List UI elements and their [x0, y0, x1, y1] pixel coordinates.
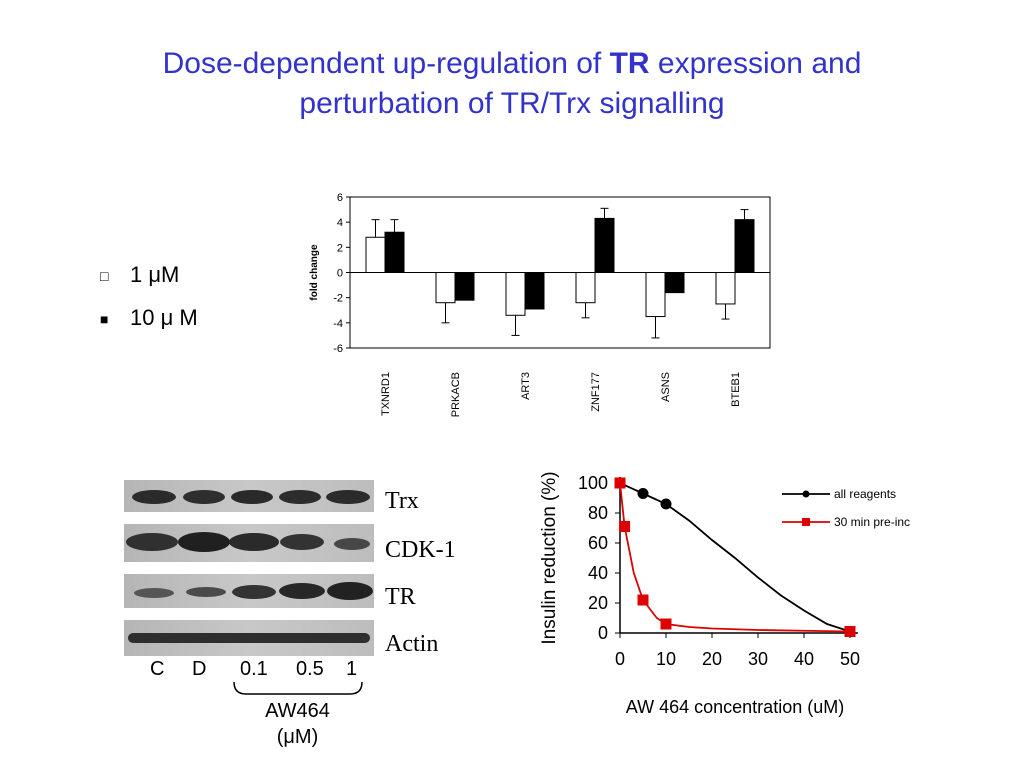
lane-label: D: [192, 658, 207, 680]
legend-marker: [802, 518, 810, 526]
y-tick-label: 80: [588, 503, 608, 523]
bar: [435, 272, 456, 304]
y-tick-label: 2: [337, 242, 343, 254]
legend-item-1um: □ 1 μM: [100, 262, 179, 288]
bar: [734, 219, 755, 273]
bar: [365, 236, 386, 273]
data-point: [844, 626, 856, 637]
data-point: [660, 498, 672, 510]
aw464-label: AW464: [265, 700, 330, 722]
x-axis-label: AW 464 concentration (uM): [626, 697, 844, 717]
y-tick-label: 40: [588, 563, 608, 583]
title-text-a: Dose-dependent up-regulation of: [162, 47, 610, 80]
y-tick-label: -4: [333, 318, 343, 330]
y-axis-label: Insulin reduction (%): [539, 471, 560, 644]
legend-marker: [802, 490, 810, 498]
x-tick-label: 50: [840, 649, 860, 669]
bar: [505, 272, 526, 316]
blot-label-actin: Actin: [385, 631, 439, 657]
aw464-unit: (μM): [276, 726, 319, 748]
x-category-label: BTEB1: [730, 372, 742, 407]
filled-square-icon: ■: [100, 311, 109, 328]
blot-label-cdk1: CDK-1: [385, 537, 456, 563]
lane-label: C: [150, 658, 165, 680]
bar: [664, 272, 685, 294]
x-tick-label: 20: [702, 649, 722, 669]
y-tick-label: 100: [578, 473, 608, 493]
y-tick-label: 20: [588, 593, 608, 613]
x-tick-label: 0: [615, 649, 625, 669]
x-category-label: PRKACB: [450, 372, 462, 417]
x-category-label: ZNF177: [590, 372, 602, 412]
insulin-reduction-line-chart: 0 20 40 60 80 100 0 10 20 30 40 50 Insulin reduction…: [539, 471, 910, 717]
lane-group-bracket: [233, 681, 363, 695]
title-line-2: perturbation of TR/Trx signalling: [299, 87, 725, 120]
y-axis-label: fold change: [309, 244, 320, 301]
data-point: [660, 618, 672, 630]
y-tick-label: 4: [337, 217, 343, 229]
data-point: [619, 521, 631, 532]
data-point: [637, 594, 649, 606]
legend-label: 30 min pre-inc: [834, 515, 910, 529]
y-tick-label: 0: [337, 268, 343, 280]
x-tick-label: 10: [656, 649, 676, 669]
y-tick-label: 6: [337, 192, 343, 204]
x-tick-label: 30: [748, 649, 768, 669]
lane-label: 0.5: [296, 658, 324, 680]
blot-label-trx: Trx: [385, 488, 419, 514]
x-category-label: ART3: [520, 372, 532, 400]
slide-title: Dose-dependent up-regulation of TR expre…: [0, 44, 1024, 124]
open-square-icon: □: [100, 268, 109, 285]
legend-label: all reagents: [834, 487, 896, 501]
bar: [594, 217, 615, 273]
title-text-b: expression and: [649, 47, 862, 80]
y-tick-label: 0: [598, 623, 608, 643]
western-blot-image: [124, 480, 374, 656]
y-tick-label: -6: [333, 343, 343, 355]
x-category-label: TXNRD1: [380, 372, 392, 416]
blot-strip-actin: [124, 620, 374, 656]
series-line: [619, 482, 851, 633]
x-category-label: ASNS: [660, 372, 672, 402]
blot-label-tr: TR: [385, 584, 416, 610]
bar: [524, 272, 545, 310]
bar: [645, 272, 666, 318]
data-point: [614, 477, 626, 489]
fold-change-bar-chart: 6 4 2 0 -2 -4 -6 fold change TXNRD1 PRKACB ART3 ZN…: [309, 192, 771, 417]
blot-strip-cdk1: [124, 524, 374, 562]
bar: [384, 231, 405, 273]
y-tick-label: -2: [333, 293, 343, 305]
legend-label: 1 μM: [130, 262, 180, 287]
blot-strip-trx: [124, 480, 374, 512]
title-text-bold: TR: [609, 47, 650, 80]
x-tick-label: 40: [794, 649, 814, 669]
data-point: [637, 488, 649, 499]
legend-item-10um: ■ 10 μ M: [100, 305, 198, 331]
bar: [454, 272, 475, 301]
title-line-1: Dose-dependent up-regulation of TR expre…: [0, 44, 1024, 84]
bar: [715, 272, 736, 305]
legend-label: 10 μ M: [130, 305, 198, 330]
bar: [575, 272, 596, 304]
y-tick-label: 60: [588, 533, 608, 553]
blot-strip-tr: [124, 574, 374, 608]
lane-label: 0.1: [240, 658, 268, 680]
lane-label: 1: [346, 658, 358, 680]
